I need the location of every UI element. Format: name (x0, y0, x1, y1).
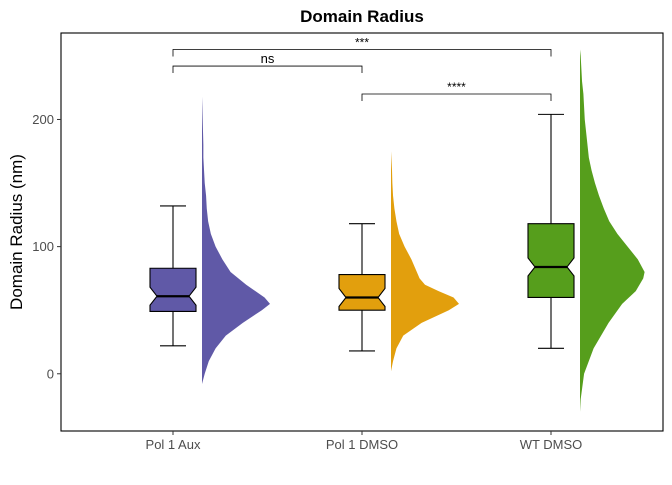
bracket-label-1: *** (355, 36, 369, 50)
x-tick-label-3: WT DMSO (520, 437, 583, 452)
chart-title: Domain Radius (300, 7, 424, 26)
bracket-label-3: **** (447, 80, 466, 94)
y-tick-label-1: 0 (47, 366, 54, 381)
x-tick-label-1: Pol 1 Aux (146, 437, 201, 452)
violin-1 (202, 96, 270, 384)
violin-2 (391, 151, 459, 372)
bracket-1 (172, 49, 552, 57)
box-3 (527, 223, 575, 299)
box-1 (149, 267, 197, 313)
bracket-label-2: ns (261, 51, 275, 66)
y-axis-label: Domain Radius (nm) (7, 154, 26, 310)
plot-area: *** ns **** 0 100 200 Pol 1 Aux Pol 1 DMSO WT DM… (32, 32, 664, 452)
bracket-3 (361, 93, 552, 102)
bracket-2 (172, 65, 363, 74)
violin-3 (580, 49, 645, 412)
y-tick-label-2: 100 (32, 239, 54, 254)
y-tick-label-3: 200 (32, 112, 54, 127)
x-tick-label-2: Pol 1 DMSO (326, 437, 398, 452)
box-2 (338, 274, 386, 311)
